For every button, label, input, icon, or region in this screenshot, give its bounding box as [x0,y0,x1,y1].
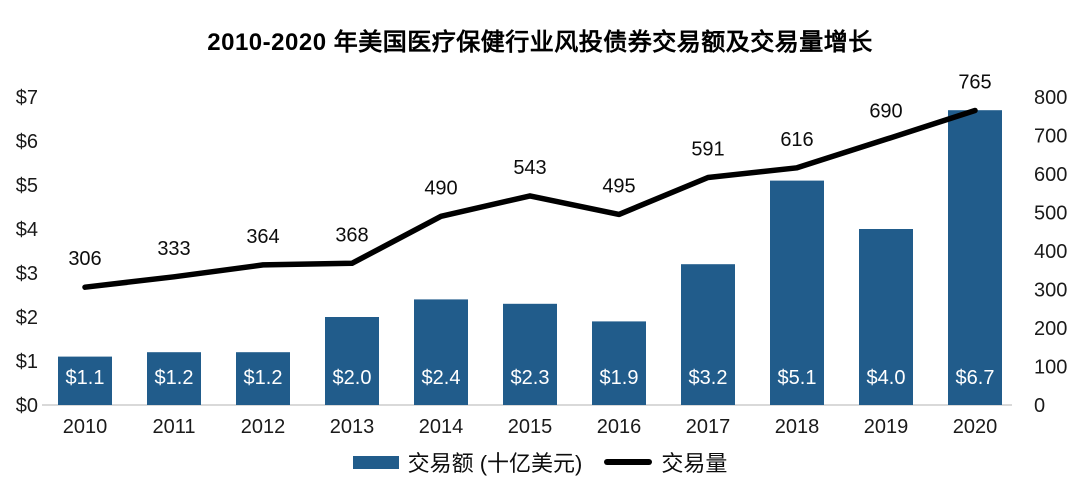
right-axis-tick: 200 [1034,318,1067,340]
bar-2017 [681,264,735,405]
x-axis-label: 2020 [953,416,998,438]
bar-value-label: $6.7 [956,367,995,389]
combo-chart: $0 $1 $2 $3 $4 $5 $6 $7 0 100 200 300 400 500 600 700 80… [16,72,1068,439]
x-axis-label: 2011 [152,416,195,438]
left-axis-tick: $2 [16,307,38,329]
x-axis-label: 2019 [864,416,909,438]
line-point-label: 364 [246,226,279,248]
bar-value-label: $2.0 [333,367,372,389]
bar-value-label: $3.2 [689,367,728,389]
left-axis-tick: $0 [16,395,38,417]
right-axis-tick: 100 [1034,357,1067,379]
x-axis-label: 2010 [63,416,108,438]
x-axis-label: 2015 [508,416,553,438]
bar-value-label: $1.1 [66,367,105,389]
legend-item-bar-series: 交易额 (十亿美元) [352,446,583,478]
line-point-label: 306 [68,248,101,270]
left-axis-tick: $4 [16,219,38,241]
left-axis-tick: $7 [16,87,38,109]
right-axis-tick: 800 [1034,87,1067,109]
x-axis-label: 2012 [241,416,286,438]
line-point-label: 333 [157,238,190,260]
x-axis-label: 2017 [686,416,731,438]
line-point-label: 543 [513,157,546,179]
right-axis-tick: 600 [1034,164,1067,186]
bar-2010 [58,356,112,405]
right-axis-tick: 500 [1034,203,1067,225]
legend: 交易额 (十亿美元) 交易量 [0,446,1080,478]
bar-value-label: $5.1 [778,367,817,389]
bar-series-swatch-icon [352,455,399,469]
bar-2020 [948,110,1002,405]
bar-2012 [236,352,290,405]
bar-value-label: $4.0 [867,367,906,389]
right-axis-tick: 700 [1034,126,1067,148]
x-axis-label: 2016 [597,416,642,438]
line-point-label: 591 [691,139,724,161]
line-point-label: 616 [780,129,813,151]
bar-2011 [147,352,201,405]
bar-value-label: $2.4 [422,367,461,389]
bar-2015 [503,303,557,405]
line-point-label: 495 [602,175,635,197]
x-axis-label: 2014 [419,416,464,438]
left-axis-tick: $1 [16,351,38,373]
bar-2016 [592,321,646,405]
bar-value-label: $1.2 [155,367,194,389]
right-axis-tick: 300 [1034,280,1067,302]
right-axis-tick: 0 [1034,395,1045,417]
x-axis-label: 2018 [775,416,820,438]
bar-2014 [414,299,468,405]
x-axis-label: 2013 [330,416,375,438]
bar-value-label: $1.9 [600,367,639,389]
line-point-label: 368 [335,224,368,246]
line-point-label: 765 [958,72,991,94]
bar-2019 [859,229,913,405]
bar-2018 [770,180,824,405]
line-series-label: 交易量 [661,451,728,476]
left-axis-tick: $6 [16,131,38,153]
line-point-label: 690 [869,100,902,122]
legend-item-line-series: 交易量 [604,446,727,478]
left-axis-tick: $5 [16,175,38,197]
bar-value-label: $2.3 [511,367,550,389]
bar-2013 [325,317,379,405]
right-axis-tick: 400 [1034,241,1067,263]
line-point-label: 490 [424,177,457,199]
bar-value-label: $1.2 [244,367,283,389]
volume-line [82,107,978,290]
bar-series-label: 交易额 (十亿美元) [407,451,583,476]
chart-title: 2010-2020 年美国医疗保健行业风投债券交易额及交易量增长 [207,29,873,56]
line-series-swatch-icon [604,459,653,465]
left-axis-tick: $3 [16,263,38,285]
